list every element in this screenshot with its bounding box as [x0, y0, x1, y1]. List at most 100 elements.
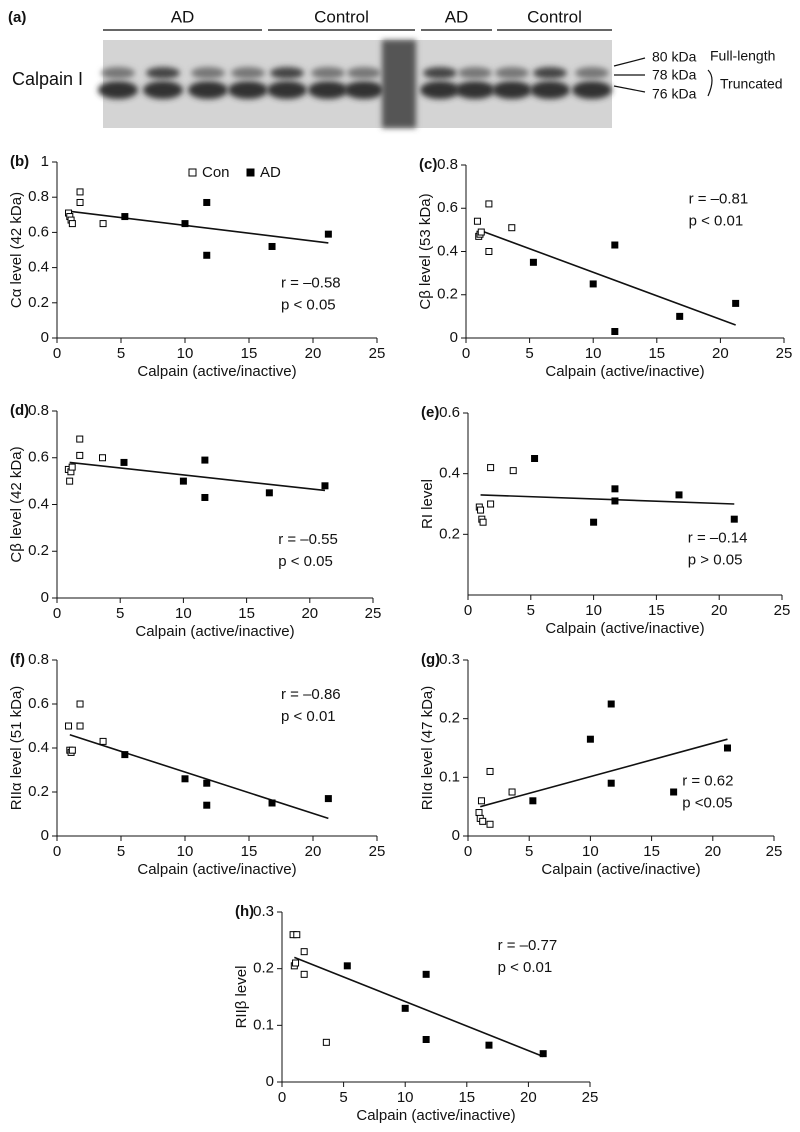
point: [529, 258, 537, 266]
band: [101, 67, 135, 79]
fit-line: [480, 494, 735, 505]
x-tick-label: 5: [117, 345, 125, 362]
x-tick-label: 20: [712, 345, 729, 362]
panel-label: (d): [10, 402, 29, 419]
point: [201, 456, 209, 464]
x-tick-label: 5: [527, 602, 535, 619]
y-tick-label: 0: [450, 329, 458, 346]
band: [146, 67, 180, 79]
point: [203, 251, 211, 259]
x-axis-label: Calpain (active/inactive): [137, 363, 296, 380]
point: [732, 299, 740, 307]
x-tick-label: 0: [464, 602, 472, 619]
group-label: AD: [445, 7, 469, 26]
point: [611, 497, 619, 505]
point: [76, 722, 84, 730]
point: [477, 506, 485, 514]
point: [201, 493, 209, 501]
point: [68, 746, 76, 754]
band: [143, 81, 183, 99]
x-tick-label: 5: [339, 1089, 347, 1106]
panel-label: (f): [10, 651, 25, 668]
point: [68, 463, 76, 471]
point: [508, 788, 516, 796]
annotation: p < 0.05: [281, 296, 336, 313]
y-axis-label: RI level: [419, 479, 436, 529]
band-note: Truncated: [720, 76, 783, 92]
x-tick-label: 5: [117, 843, 125, 860]
point: [99, 454, 107, 462]
point: [120, 458, 128, 466]
y-tick-label: 0.2: [439, 710, 460, 727]
x-tick-label: 5: [116, 605, 124, 622]
x-tick-label: 10: [397, 1089, 414, 1106]
annotation: p <0.05: [682, 794, 732, 811]
point: [676, 312, 684, 320]
point: [265, 489, 273, 497]
point: [611, 485, 619, 493]
point: [487, 500, 495, 508]
band: [267, 81, 307, 99]
point: [292, 959, 300, 967]
annotation: p < 0.05: [278, 553, 333, 570]
point: [539, 1050, 547, 1058]
band: [495, 67, 529, 79]
y-tick-label: 0: [41, 329, 49, 346]
point: [268, 242, 276, 250]
fit-line: [69, 461, 326, 492]
arrow: [613, 57, 646, 67]
fit-line: [69, 210, 329, 244]
y-tick-label: 0.1: [439, 768, 460, 785]
legend-label: Con: [202, 164, 230, 181]
x-tick-label: 25: [365, 605, 382, 622]
group-label: AD: [171, 7, 195, 26]
point: [589, 280, 597, 288]
x-tick-label: 10: [585, 602, 602, 619]
point: [300, 948, 308, 956]
x-tick-label: 0: [53, 345, 61, 362]
x-tick-label: 20: [520, 1089, 537, 1106]
y-axis-label: Cβ level (42 kDa): [8, 446, 25, 562]
y-axis-label: RIIα level (47 kDa): [419, 686, 436, 811]
annotation: p < 0.01: [498, 959, 553, 976]
x-tick-label: 15: [648, 345, 665, 362]
y-axis-label: Cα level (42 kDa): [8, 192, 25, 308]
point: [401, 1004, 409, 1012]
fit-line: [294, 956, 544, 1058]
point: [611, 328, 619, 336]
y-tick-label: 0.2: [28, 294, 49, 311]
annotation: r = –0.86: [281, 686, 341, 703]
x-axis-label: Calpain (active/inactive): [135, 623, 294, 640]
point: [611, 241, 619, 249]
band: [347, 67, 381, 79]
arrow: [613, 85, 646, 93]
band-label: 76 kDa: [652, 86, 697, 102]
point: [485, 248, 493, 255]
x-tick-label: 20: [301, 605, 318, 622]
annotation: p < 0.01: [281, 708, 336, 725]
group-label: Control: [314, 7, 369, 26]
x-tick-label: 25: [766, 843, 783, 860]
point: [479, 518, 487, 526]
point: [76, 435, 84, 443]
point: [473, 217, 481, 225]
band: [575, 67, 609, 79]
point: [486, 767, 494, 775]
point: [76, 198, 84, 206]
point: [343, 962, 351, 970]
band: [311, 67, 345, 79]
x-tick-label: 5: [525, 345, 533, 362]
point: [121, 213, 129, 221]
point: [487, 464, 495, 472]
point: [422, 970, 430, 978]
fit-line: [69, 734, 329, 820]
y-tick-label: 0.8: [437, 156, 458, 173]
x-tick-label: 10: [177, 843, 194, 860]
point: [531, 455, 539, 462]
point: [65, 722, 73, 730]
point: [485, 1041, 493, 1049]
band-label: 80 kDa: [652, 49, 697, 65]
band: [533, 67, 567, 79]
x-tick-label: 25: [776, 345, 793, 362]
band: [98, 81, 138, 99]
